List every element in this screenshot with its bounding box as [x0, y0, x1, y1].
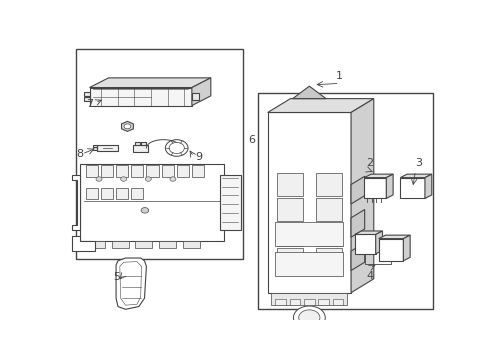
Text: 7: 7	[86, 99, 93, 109]
Bar	[131, 165, 143, 177]
Polygon shape	[84, 92, 89, 96]
Polygon shape	[354, 234, 375, 254]
Circle shape	[141, 208, 148, 213]
Bar	[146, 165, 158, 177]
Polygon shape	[364, 177, 386, 198]
Bar	[276, 223, 303, 246]
Text: 5: 5	[113, 273, 120, 283]
Polygon shape	[350, 243, 364, 270]
Bar	[101, 188, 113, 199]
Bar	[318, 299, 328, 305]
Polygon shape	[116, 258, 146, 309]
Text: 8: 8	[76, 149, 83, 159]
Bar	[315, 248, 342, 270]
Bar	[258, 93, 431, 309]
Bar	[276, 198, 303, 221]
Bar	[92, 148, 97, 150]
Bar	[275, 252, 343, 276]
Bar	[275, 222, 343, 246]
Bar	[315, 174, 342, 196]
Circle shape	[293, 306, 325, 329]
Bar	[315, 198, 342, 221]
Bar	[116, 165, 128, 177]
Polygon shape	[375, 231, 382, 254]
Bar	[92, 145, 97, 147]
Polygon shape	[364, 174, 392, 177]
Circle shape	[121, 177, 126, 181]
Polygon shape	[267, 99, 373, 112]
Bar	[271, 293, 346, 305]
Bar	[76, 49, 243, 260]
Bar	[304, 299, 314, 305]
Polygon shape	[424, 174, 431, 198]
Bar	[116, 188, 128, 199]
Bar	[87, 242, 104, 248]
Circle shape	[96, 177, 102, 181]
Polygon shape	[386, 174, 392, 198]
Polygon shape	[89, 78, 210, 87]
Polygon shape	[122, 121, 133, 131]
Polygon shape	[378, 239, 403, 261]
Polygon shape	[350, 99, 373, 293]
Circle shape	[298, 310, 319, 325]
Bar	[275, 299, 285, 305]
Polygon shape	[84, 97, 89, 102]
Bar	[101, 165, 113, 177]
Circle shape	[124, 124, 131, 129]
Bar	[111, 242, 128, 248]
Circle shape	[169, 143, 184, 153]
Bar	[161, 165, 173, 177]
Bar	[332, 299, 343, 305]
Polygon shape	[403, 235, 409, 261]
Polygon shape	[400, 177, 424, 198]
Bar	[191, 165, 203, 177]
Bar	[276, 174, 303, 196]
Bar	[85, 165, 98, 177]
Polygon shape	[350, 210, 364, 237]
Text: 4: 4	[366, 270, 373, 280]
Circle shape	[145, 177, 151, 181]
Text: 6: 6	[248, 135, 255, 145]
Bar	[183, 242, 200, 248]
Polygon shape	[72, 236, 95, 251]
Bar	[131, 188, 143, 199]
Polygon shape	[72, 175, 80, 230]
Polygon shape	[350, 176, 364, 204]
Text: 9: 9	[195, 152, 203, 162]
Polygon shape	[354, 231, 382, 234]
Bar	[85, 188, 98, 199]
Bar	[220, 175, 241, 230]
Polygon shape	[292, 86, 325, 99]
Bar	[141, 143, 146, 145]
Polygon shape	[267, 112, 350, 293]
Circle shape	[169, 177, 176, 181]
Bar	[276, 248, 303, 270]
Polygon shape	[400, 174, 431, 177]
Bar	[176, 165, 188, 177]
Polygon shape	[191, 93, 199, 100]
Bar	[133, 145, 147, 152]
Text: 1: 1	[335, 71, 343, 81]
Bar	[289, 299, 300, 305]
Bar	[80, 164, 224, 242]
Bar	[315, 223, 342, 246]
Text: 2: 2	[366, 158, 373, 168]
Circle shape	[165, 140, 188, 156]
Bar	[97, 145, 118, 151]
Polygon shape	[89, 87, 191, 105]
Bar	[159, 242, 176, 248]
Polygon shape	[378, 235, 409, 239]
Bar	[135, 242, 152, 248]
Text: 3: 3	[415, 158, 422, 168]
Polygon shape	[191, 78, 210, 105]
Bar	[135, 143, 139, 145]
